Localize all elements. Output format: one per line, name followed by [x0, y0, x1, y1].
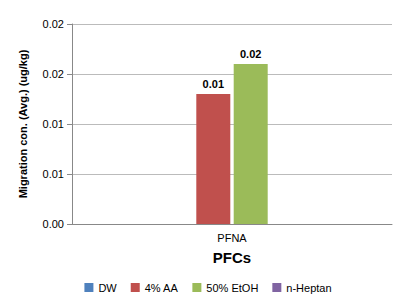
svg-text:0.00: 0.00 [43, 218, 64, 230]
svg-text:0.01: 0.01 [203, 78, 224, 90]
svg-text:Migration con. (Avg.) (ug/kg): Migration con. (Avg.) (ug/kg) [17, 49, 29, 198]
svg-text:4% AA: 4% AA [145, 282, 179, 294]
svg-text:n-Heptan: n-Heptan [286, 282, 331, 294]
svg-text:0.01: 0.01 [43, 168, 64, 180]
svg-text:0.02: 0.02 [43, 18, 64, 30]
svg-text:DW: DW [98, 282, 117, 294]
svg-text:PFCs: PFCs [213, 249, 251, 266]
svg-text:50% EtOH: 50% EtOH [206, 282, 258, 294]
svg-text:0.01: 0.01 [43, 118, 64, 130]
svg-text:0.02: 0.02 [43, 68, 64, 80]
svg-text:PFNA: PFNA [217, 232, 247, 244]
svg-text:0.02: 0.02 [240, 48, 261, 60]
